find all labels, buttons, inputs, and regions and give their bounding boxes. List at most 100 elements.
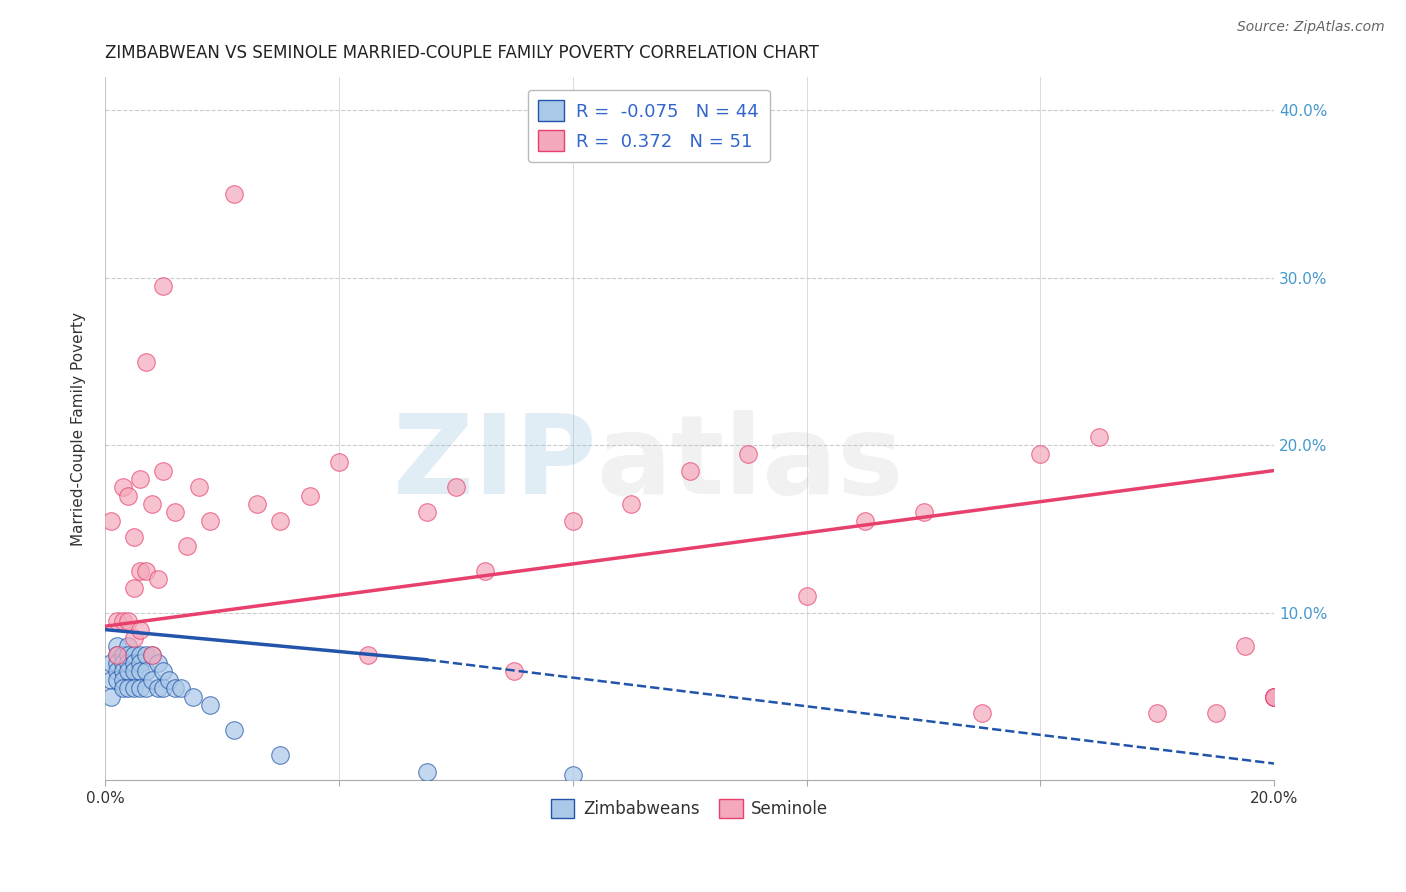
Text: atlas: atlas — [596, 410, 904, 517]
Point — [357, 648, 380, 662]
Point — [111, 665, 134, 679]
Point — [129, 648, 152, 662]
Point — [146, 656, 169, 670]
Point — [105, 614, 128, 628]
Point — [165, 681, 187, 696]
Point — [111, 681, 134, 696]
Point — [111, 648, 134, 662]
Point — [170, 681, 193, 696]
Point — [1263, 690, 1285, 704]
Point — [141, 648, 163, 662]
Point — [122, 648, 145, 662]
Text: Source: ZipAtlas.com: Source: ZipAtlas.com — [1237, 20, 1385, 34]
Point — [129, 623, 152, 637]
Point — [1146, 706, 1168, 721]
Point — [100, 690, 122, 704]
Point — [135, 681, 157, 696]
Point — [122, 581, 145, 595]
Point — [141, 497, 163, 511]
Point — [415, 505, 437, 519]
Point — [129, 472, 152, 486]
Point — [122, 665, 145, 679]
Point — [135, 354, 157, 368]
Point — [415, 764, 437, 779]
Point — [129, 564, 152, 578]
Point — [222, 723, 245, 737]
Point — [1263, 690, 1285, 704]
Point — [737, 447, 759, 461]
Point — [100, 656, 122, 670]
Point — [105, 656, 128, 670]
Point — [796, 589, 818, 603]
Point — [679, 463, 702, 477]
Point — [181, 690, 204, 704]
Point — [111, 656, 134, 670]
Point — [105, 673, 128, 687]
Point — [117, 648, 139, 662]
Point — [111, 673, 134, 687]
Point — [561, 768, 583, 782]
Y-axis label: Married-Couple Family Poverty: Married-Couple Family Poverty — [72, 311, 86, 546]
Point — [1088, 430, 1111, 444]
Point — [135, 648, 157, 662]
Point — [135, 564, 157, 578]
Legend: Zimbabweans, Seminole: Zimbabweans, Seminole — [544, 792, 835, 825]
Point — [1263, 690, 1285, 704]
Point — [111, 480, 134, 494]
Point — [129, 656, 152, 670]
Point — [503, 665, 526, 679]
Point — [222, 187, 245, 202]
Point — [100, 673, 122, 687]
Point — [912, 505, 935, 519]
Point — [561, 514, 583, 528]
Point — [117, 640, 139, 654]
Point — [970, 706, 993, 721]
Point — [152, 665, 174, 679]
Point — [117, 656, 139, 670]
Point — [328, 455, 350, 469]
Point — [105, 665, 128, 679]
Text: ZIP: ZIP — [392, 410, 596, 517]
Point — [129, 665, 152, 679]
Point — [105, 648, 128, 662]
Point — [165, 505, 187, 519]
Point — [187, 480, 209, 494]
Point — [122, 681, 145, 696]
Point — [200, 514, 222, 528]
Point — [269, 748, 291, 763]
Point — [269, 514, 291, 528]
Point — [122, 631, 145, 645]
Point — [135, 665, 157, 679]
Point — [117, 489, 139, 503]
Point — [152, 279, 174, 293]
Point — [117, 681, 139, 696]
Point — [146, 573, 169, 587]
Point — [1029, 447, 1052, 461]
Point — [1263, 690, 1285, 704]
Point — [117, 665, 139, 679]
Point — [298, 489, 321, 503]
Point — [141, 673, 163, 687]
Point — [111, 614, 134, 628]
Point — [444, 480, 467, 494]
Point — [152, 681, 174, 696]
Point — [176, 539, 198, 553]
Point — [141, 648, 163, 662]
Point — [200, 698, 222, 712]
Point — [1205, 706, 1227, 721]
Point — [1234, 640, 1257, 654]
Point — [105, 640, 128, 654]
Point — [157, 673, 180, 687]
Text: ZIMBABWEAN VS SEMINOLE MARRIED-COUPLE FAMILY POVERTY CORRELATION CHART: ZIMBABWEAN VS SEMINOLE MARRIED-COUPLE FA… — [105, 44, 818, 62]
Point — [620, 497, 643, 511]
Point — [117, 614, 139, 628]
Point — [146, 681, 169, 696]
Point — [246, 497, 269, 511]
Point — [152, 463, 174, 477]
Point — [474, 564, 496, 578]
Point — [853, 514, 876, 528]
Point — [122, 656, 145, 670]
Point — [129, 681, 152, 696]
Point — [105, 648, 128, 662]
Point — [122, 531, 145, 545]
